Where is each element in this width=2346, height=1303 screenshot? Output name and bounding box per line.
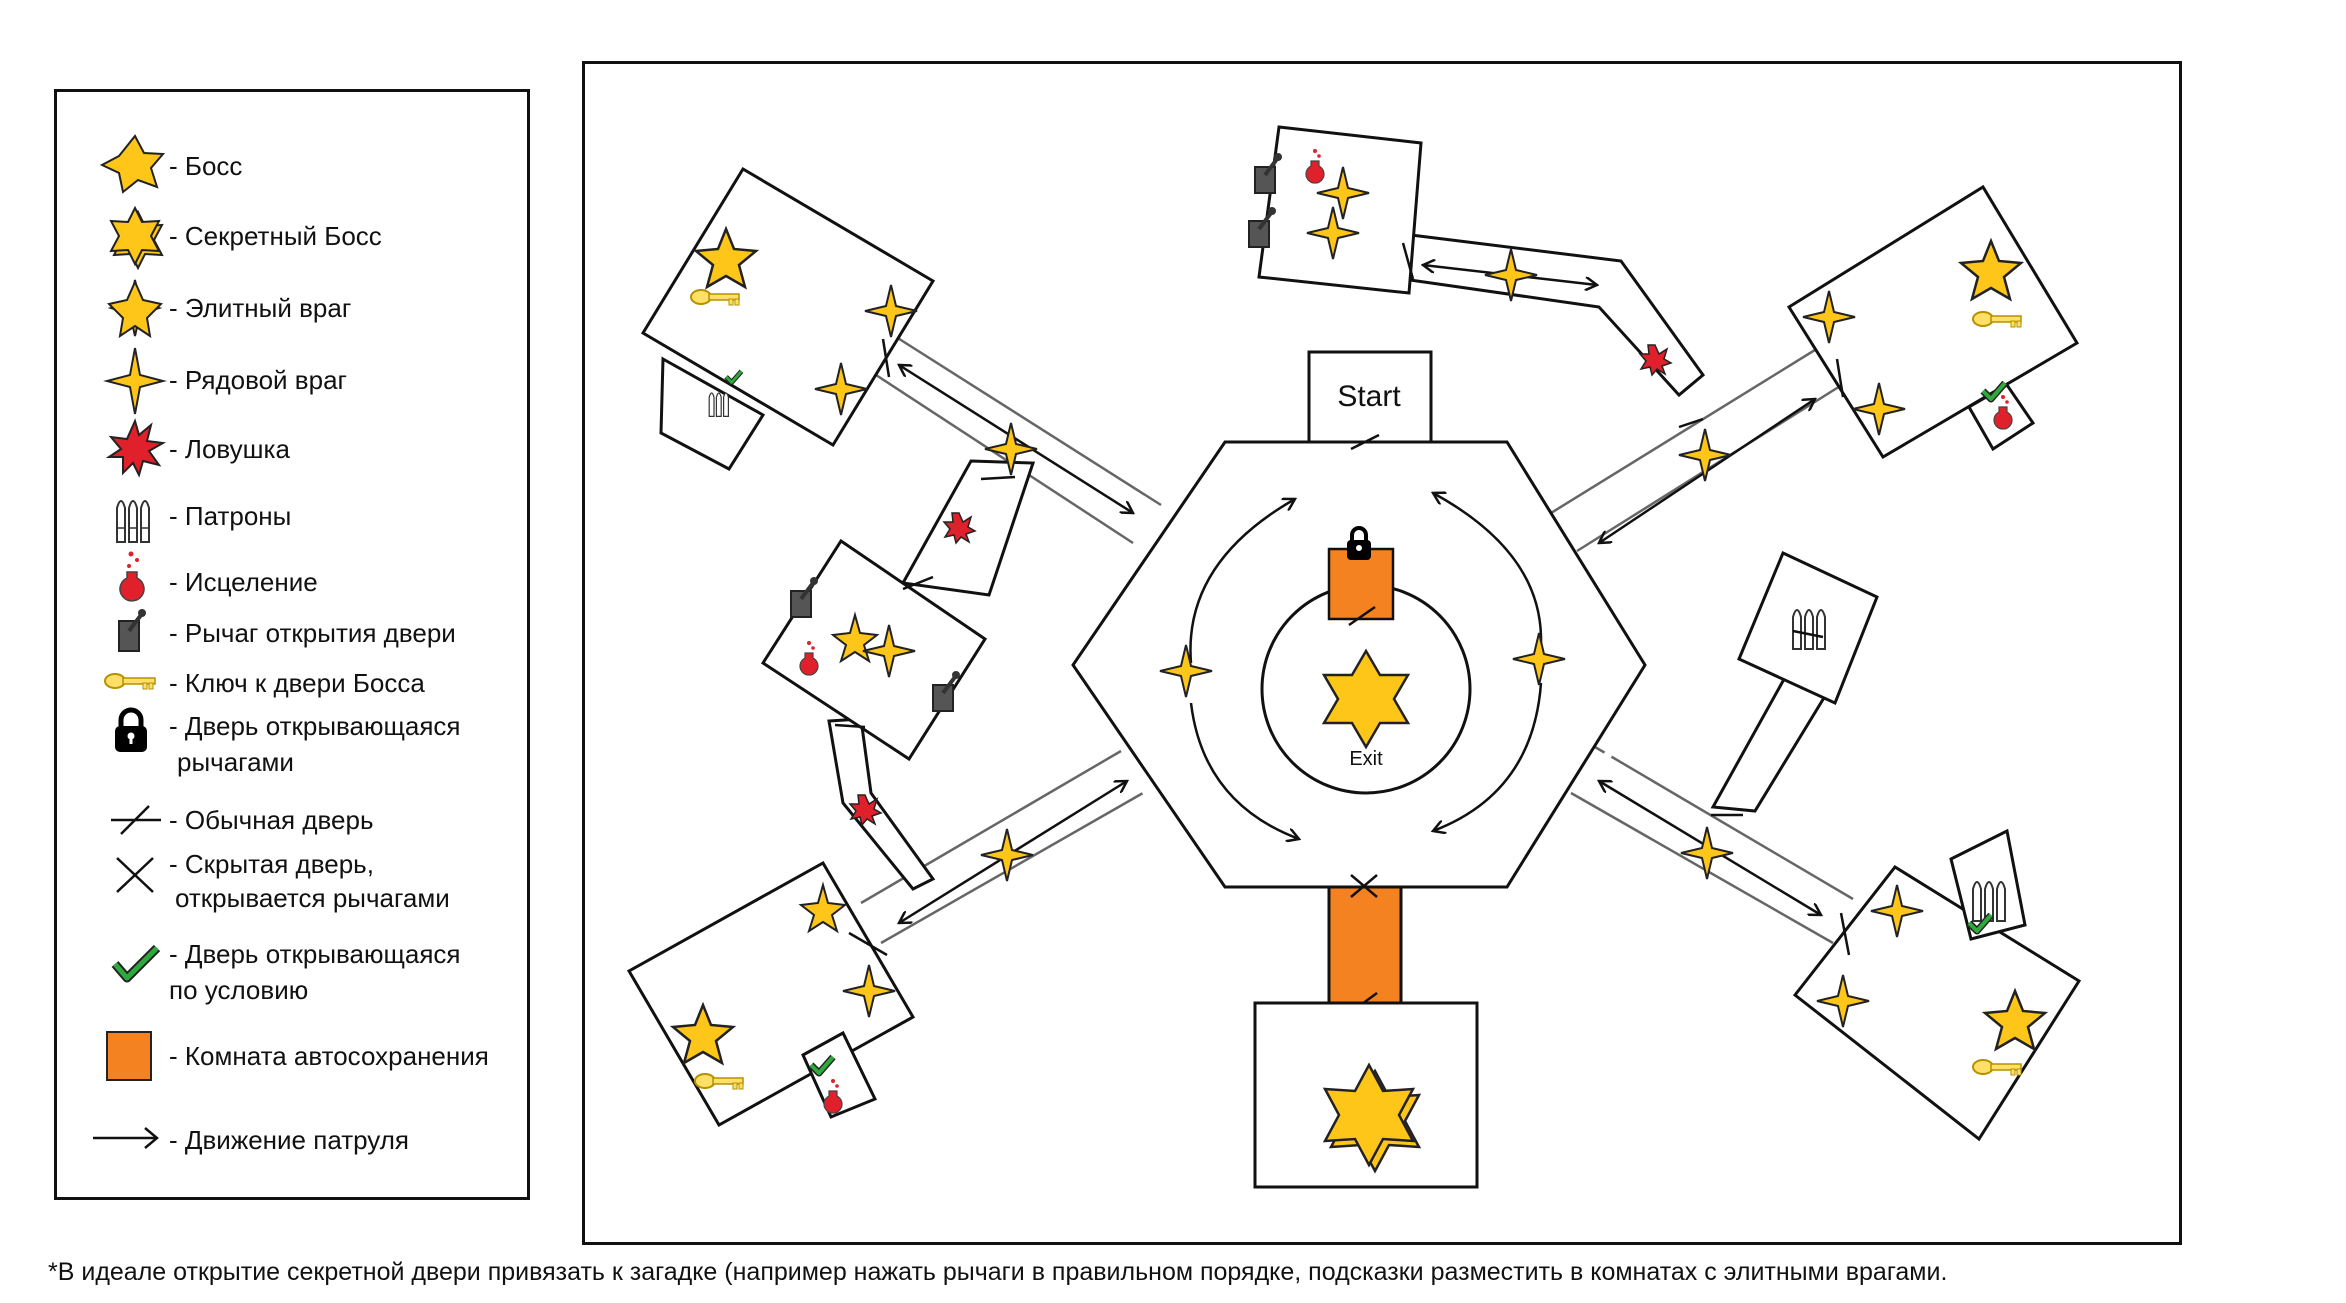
checkmark-icon bbox=[111, 944, 161, 983]
patrol-arrow-icon bbox=[93, 1127, 159, 1149]
autosave-room bbox=[1327, 885, 1403, 1005]
legend-row-lock: - Дверь открывающаяся рычагами bbox=[57, 704, 527, 784]
legend-row-ammo: - Патроны bbox=[57, 484, 527, 552]
lock-icon bbox=[1347, 526, 1371, 560]
secret-boss-star-icon bbox=[1322, 1062, 1422, 1174]
boss-star-icon bbox=[99, 134, 166, 194]
ammo-icon bbox=[116, 500, 150, 543]
legend-row-secret-boss: - Секретный Босс bbox=[57, 202, 527, 272]
legend-row-regular: - Рядовой враг bbox=[57, 346, 527, 416]
hidden-door-icon bbox=[116, 857, 154, 893]
legend-row-autosave: - Комната автосохранения bbox=[57, 1022, 527, 1092]
ammo-icon bbox=[1792, 609, 1826, 650]
legend-label: - Рядовой враг bbox=[169, 365, 348, 395]
legend-label: - Скрытая дверь, bbox=[169, 849, 374, 879]
lever-icon bbox=[118, 609, 146, 652]
sw-room bbox=[626, 860, 916, 1128]
regular-enemy-star-icon bbox=[103, 347, 167, 415]
start-label: Start bbox=[1337, 380, 1401, 413]
legend-label: - Комната автосохранения bbox=[169, 1041, 489, 1071]
legend-panel: - Босс - Секретный Босс - Элитный враг -… bbox=[54, 89, 530, 1200]
secret-boss-star-icon bbox=[109, 205, 164, 271]
footnote: *В идеале открытие секретной двери привя… bbox=[48, 1258, 1948, 1286]
elite-star-icon bbox=[107, 279, 163, 339]
exit-boss-star-icon bbox=[1321, 648, 1411, 750]
legend-row-trap: - Ловушка bbox=[57, 417, 527, 481]
legend-row-hidden-door: - Скрытая дверь, открывается рычагами bbox=[57, 842, 527, 922]
legend-label: - Босс bbox=[169, 151, 243, 181]
regular-enemy-icon bbox=[980, 828, 1034, 882]
map-svg: Exit Start bbox=[626, 125, 2082, 1189]
trap-icon bbox=[105, 418, 167, 478]
legend-label: - Дверь открывающаяся bbox=[169, 711, 461, 741]
legend-label: - Исцеление bbox=[169, 567, 318, 597]
exit-label: Exit bbox=[1349, 748, 1383, 770]
legend-label: - Патроны bbox=[169, 501, 292, 531]
legend-label-line2: рычагами bbox=[177, 747, 294, 777]
legend-label: - Элитный враг bbox=[169, 293, 352, 323]
se-room bbox=[1792, 865, 2082, 1142]
nw-room bbox=[640, 166, 936, 448]
legend-label: - Секретный Босс bbox=[169, 221, 382, 251]
ne-room bbox=[1786, 184, 2080, 460]
legend-row-normal-door: - Обычная дверь bbox=[57, 792, 527, 848]
autosave-square-icon bbox=[106, 1031, 152, 1081]
legend-label: - Рычаг открытия двери bbox=[169, 618, 456, 648]
legend-label: - Движение патруля bbox=[169, 1125, 409, 1155]
key-icon bbox=[104, 673, 156, 690]
normal-door-icon bbox=[111, 805, 161, 835]
legend-label: - Ловушка bbox=[169, 434, 290, 464]
hub-openings bbox=[1121, 503, 1613, 796]
legend-label: - Ключ к двери Босса bbox=[169, 668, 425, 698]
lock-icon bbox=[115, 707, 147, 752]
level-map: Exit Start bbox=[582, 61, 2182, 1245]
hub-patrol-arrows bbox=[1189, 493, 1543, 839]
sw-side-room bbox=[801, 1030, 878, 1119]
legend-label: - Обычная дверь bbox=[169, 805, 374, 835]
start-room bbox=[1307, 350, 1433, 444]
legend-row-conditional-door: - Дверь открывающаяся по условию bbox=[57, 930, 527, 1010]
healing-potion-icon bbox=[119, 551, 145, 602]
legend-label-line2: открывается рычагами bbox=[175, 883, 450, 913]
legend-row-healing: - Исцеление bbox=[57, 551, 527, 612]
regular-enemy-icon bbox=[1678, 428, 1732, 482]
ammo-icon bbox=[708, 392, 730, 418]
legend-row-patrol: - Движение патруля bbox=[57, 1110, 527, 1170]
legend-row-lever: - Рычаг открытия двери bbox=[57, 607, 527, 657]
legend-row-boss: - Босс bbox=[57, 132, 527, 202]
legend-label-line2: по условию bbox=[169, 975, 309, 1005]
legend-row-key: - Ключ к двери Босса bbox=[57, 657, 527, 707]
legend-row-elite: - Элитный враг bbox=[57, 274, 527, 344]
legend-label: - Дверь открывающаяся bbox=[169, 939, 461, 969]
